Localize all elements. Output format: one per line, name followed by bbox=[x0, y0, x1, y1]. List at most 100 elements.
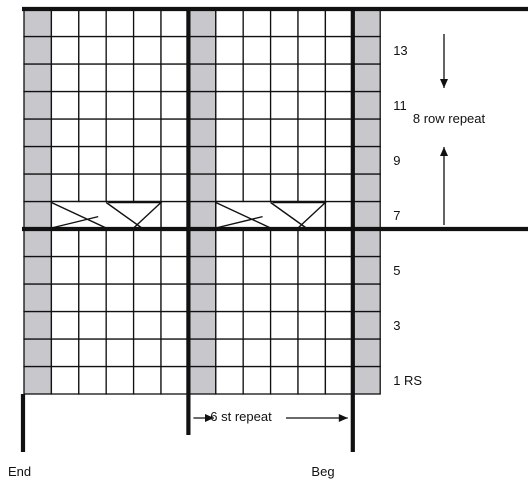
knit-stitch-cell bbox=[50, 255, 80, 285]
purl-stitch-cell bbox=[23, 283, 53, 313]
knit-stitch-cell bbox=[132, 173, 162, 203]
knit-stitch-cell bbox=[78, 8, 107, 38]
knit-stitch-cell bbox=[160, 338, 190, 368]
purl-stitch-cell bbox=[352, 90, 381, 120]
knit-stitch-cell bbox=[105, 8, 135, 38]
knit-stitch-cell bbox=[324, 338, 354, 368]
knit-stitch-cell bbox=[215, 8, 244, 38]
knit-stitch-cell bbox=[132, 255, 162, 285]
purl-stitch-cell bbox=[187, 255, 217, 285]
knit-stitch-cell bbox=[215, 145, 244, 175]
purl-stitch-cell bbox=[187, 63, 217, 93]
knit-stitch-cell bbox=[297, 255, 327, 285]
knit-stitch-cell bbox=[50, 90, 80, 120]
purl-stitch-cell bbox=[23, 255, 53, 285]
knit-stitch-cell bbox=[324, 90, 354, 120]
purl-stitch-cell bbox=[187, 283, 217, 313]
purl-stitch-cell bbox=[352, 228, 381, 258]
knit-stitch-cell bbox=[50, 283, 80, 313]
knit-stitch-cell bbox=[50, 35, 80, 65]
purl-stitch-cell bbox=[187, 338, 217, 368]
knit-stitch-cell bbox=[132, 310, 162, 340]
row-label: 3 bbox=[393, 318, 400, 333]
arrow-head bbox=[440, 79, 448, 88]
cable-stroke bbox=[215, 215, 263, 229]
purl-stitch-cell bbox=[187, 35, 217, 65]
knit-stitch-cell bbox=[215, 173, 244, 203]
arrow-head bbox=[338, 414, 348, 422]
knit-stitch-cell bbox=[78, 310, 107, 340]
knit-stitch-cell bbox=[324, 365, 354, 395]
knit-stitch-cell bbox=[297, 365, 327, 395]
knit-stitch-cell bbox=[50, 365, 80, 395]
knit-stitch-cell bbox=[297, 90, 327, 120]
knit-stitch-cell bbox=[78, 228, 107, 258]
purl-stitch-cell bbox=[187, 310, 217, 340]
knit-stitch-cell bbox=[324, 173, 354, 203]
knit-stitch-cell bbox=[132, 365, 162, 395]
knit-stitch-cell bbox=[160, 173, 190, 203]
purl-stitch-cell bbox=[187, 200, 217, 230]
knit-stitch-cell bbox=[215, 63, 244, 93]
purl-stitch-cell bbox=[23, 145, 53, 175]
knit-stitch-cell bbox=[269, 173, 299, 203]
knit-stitch-cell bbox=[132, 338, 162, 368]
knit-stitch-cell bbox=[50, 145, 80, 175]
knit-stitch-cell bbox=[269, 118, 299, 148]
row-labels: 13 11 9 7 5 3 1 RS bbox=[393, 43, 422, 388]
purl-stitch-cell bbox=[352, 8, 381, 38]
row-label: 9 bbox=[393, 153, 400, 168]
purl-stitch-cell bbox=[23, 63, 53, 93]
knit-stitch-cell bbox=[242, 283, 272, 313]
knit-stitch-cell bbox=[324, 310, 354, 340]
knit-stitch-cell bbox=[78, 255, 107, 285]
knit-stitch-cell bbox=[50, 228, 80, 258]
purl-stitch-cell bbox=[352, 118, 381, 148]
knit-stitch-cell bbox=[215, 228, 244, 258]
end-label: End bbox=[8, 464, 31, 479]
row-label: 7 bbox=[393, 208, 400, 223]
purl-stitch-cell bbox=[352, 255, 381, 285]
knit-stitch-cell bbox=[297, 310, 327, 340]
knit-stitch-cell bbox=[132, 228, 162, 258]
knit-stitch-cell bbox=[242, 118, 272, 148]
purl-stitch-cell bbox=[23, 35, 53, 65]
knit-stitch-cell bbox=[269, 8, 299, 38]
knit-stitch-cell bbox=[78, 365, 107, 395]
knit-stitch-cell bbox=[132, 35, 162, 65]
purl-stitch-cell bbox=[23, 90, 53, 120]
knit-stitch-cell bbox=[242, 228, 272, 258]
knit-stitch-cell bbox=[324, 63, 354, 93]
knit-stitch-cell bbox=[132, 90, 162, 120]
purl-stitch-cell bbox=[352, 310, 381, 340]
arrow-head bbox=[205, 414, 214, 422]
purl-stitch-cell bbox=[352, 145, 381, 175]
purl-stitch-cell bbox=[23, 200, 53, 230]
knit-stitch-cell bbox=[242, 8, 272, 38]
knit-stitch-cell bbox=[215, 338, 244, 368]
knit-stitch-cell bbox=[242, 338, 272, 368]
knit-stitch-cell bbox=[215, 255, 244, 285]
knit-stitch-cell bbox=[105, 63, 135, 93]
knit-stitch-cell bbox=[78, 338, 107, 368]
purl-stitch-cell bbox=[352, 63, 381, 93]
knit-stitch-cell bbox=[50, 63, 80, 93]
knit-stitch-cell bbox=[160, 365, 190, 395]
knit-stitch-cell bbox=[297, 145, 327, 175]
knit-stitch-cell bbox=[269, 228, 299, 258]
purl-stitch-cell bbox=[187, 228, 217, 258]
knit-stitch-cell bbox=[242, 173, 272, 203]
purl-stitch-cell bbox=[23, 338, 53, 368]
knit-stitch-cell bbox=[78, 35, 107, 65]
knit-stitch-cell bbox=[324, 118, 354, 148]
cable-stroke bbox=[105, 201, 143, 229]
knit-stitch-cell bbox=[132, 8, 162, 38]
knit-stitch-cell bbox=[297, 173, 327, 203]
purl-stitch-cell bbox=[23, 228, 53, 258]
purl-stitch-cell bbox=[23, 8, 53, 38]
knit-stitch-cell bbox=[160, 310, 190, 340]
knit-stitch-cell bbox=[324, 8, 354, 38]
knit-stitch-cell bbox=[269, 365, 299, 395]
knit-stitch-cell bbox=[297, 35, 327, 65]
knit-stitch-cell bbox=[50, 310, 80, 340]
